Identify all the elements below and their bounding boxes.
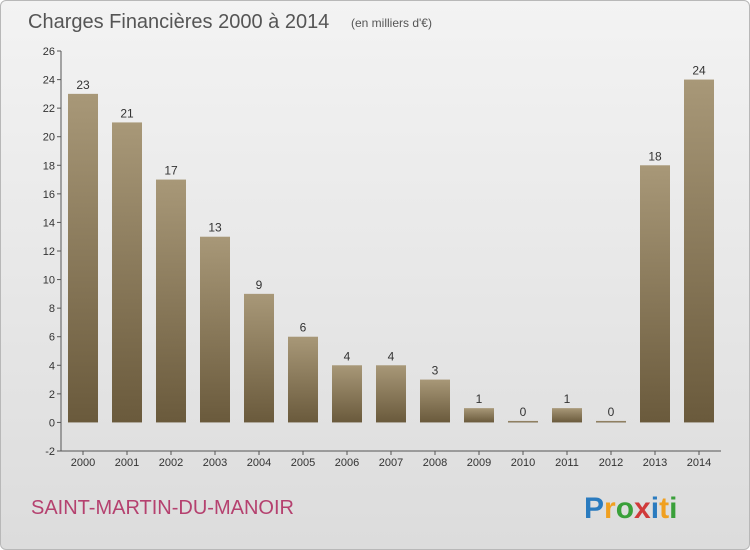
logo-letter: P [584, 492, 604, 525]
y-tick-label: -2 [45, 446, 55, 458]
bar-value-label: 23 [76, 78, 90, 92]
bar [288, 336, 318, 423]
y-tick-label: 0 [49, 417, 55, 429]
bar [464, 408, 494, 423]
bar-value-label: 24 [692, 64, 706, 78]
bar-value-label: 13 [208, 221, 222, 235]
bar-value-label: 0 [520, 405, 527, 419]
bar [244, 293, 274, 423]
y-tick-label: 2 [49, 389, 55, 401]
logo-letter: o [616, 492, 634, 525]
x-tick-label: 2006 [335, 457, 359, 469]
x-tick-label: 2012 [599, 457, 623, 469]
bar [68, 93, 98, 423]
y-tick-label: 18 [43, 160, 55, 172]
x-tick-label: 2001 [115, 457, 139, 469]
logo-letter: i [669, 492, 677, 525]
bar [112, 122, 142, 423]
y-tick-label: 4 [49, 360, 55, 372]
bar-value-label: 17 [164, 164, 178, 178]
bar [552, 408, 582, 423]
bar-value-label: 0 [608, 405, 615, 419]
x-tick-label: 2008 [423, 457, 447, 469]
y-tick-label: 16 [43, 189, 55, 201]
bar-value-label: 21 [120, 106, 134, 120]
chart-title: Charges Financières 2000 à 2014 [28, 11, 329, 33]
logo-letter: x [634, 492, 651, 525]
bar-value-label: 9 [256, 278, 263, 292]
logo-letter: i [651, 492, 659, 525]
x-tick-label: 2010 [511, 457, 535, 469]
bar [684, 79, 714, 423]
y-tick-label: 8 [49, 303, 55, 315]
x-tick-label: 2011 [555, 457, 579, 469]
bar [156, 179, 186, 423]
bar [420, 379, 450, 423]
x-tick-label: 2002 [159, 457, 183, 469]
bar [640, 165, 670, 423]
x-tick-label: 2003 [203, 457, 227, 469]
y-tick-label: 22 [43, 103, 55, 115]
logo-letter: t [659, 492, 669, 525]
chart-subtitle: (en milliers d'€) [351, 16, 432, 30]
y-tick-label: 14 [43, 217, 55, 229]
bar [200, 236, 230, 423]
x-tick-label: 2014 [687, 457, 711, 469]
bar-value-label: 1 [476, 392, 483, 406]
bar-value-label: 4 [388, 349, 395, 363]
plot-area: -202468101214161820222426232000212001172… [43, 46, 721, 469]
x-tick-label: 2000 [71, 457, 95, 469]
bar [596, 420, 626, 423]
bar-value-label: 3 [432, 364, 439, 378]
logo-letter: r [604, 492, 616, 525]
y-tick-label: 24 [43, 75, 55, 87]
bar [376, 365, 406, 423]
proxiti-logo: Proxiti [584, 492, 677, 525]
y-tick-label: 6 [49, 332, 55, 344]
x-tick-label: 2007 [379, 457, 403, 469]
x-tick-label: 2009 [467, 457, 491, 469]
bar-value-label: 1 [564, 392, 571, 406]
bar [332, 365, 362, 423]
commune-name: SAINT-MARTIN-DU-MANOIR [31, 497, 294, 519]
bar-value-label: 4 [344, 349, 351, 363]
y-tick-label: 10 [43, 275, 55, 287]
bar-value-label: 18 [648, 149, 662, 163]
bar-value-label: 6 [300, 321, 307, 335]
y-tick-label: 12 [43, 246, 55, 258]
x-tick-label: 2005 [291, 457, 315, 469]
x-tick-label: 2004 [247, 457, 271, 469]
y-tick-label: 20 [43, 132, 55, 144]
y-tick-label: 26 [43, 46, 55, 58]
x-tick-label: 2013 [643, 457, 667, 469]
bar [508, 420, 538, 423]
